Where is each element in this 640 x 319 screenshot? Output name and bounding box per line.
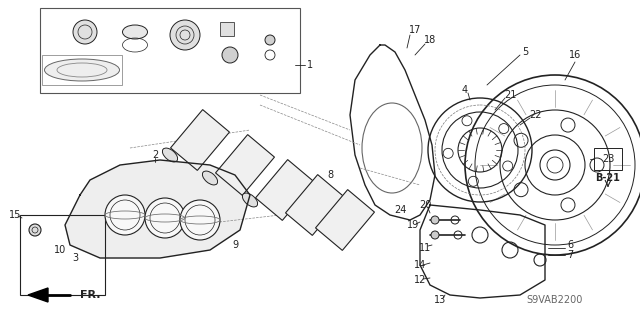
Polygon shape — [28, 288, 48, 302]
Polygon shape — [216, 135, 275, 196]
Circle shape — [170, 20, 200, 50]
Polygon shape — [65, 160, 250, 258]
Bar — [20, 215, 105, 295]
Polygon shape — [255, 160, 314, 220]
Text: 23: 23 — [602, 154, 614, 164]
Circle shape — [180, 200, 220, 240]
Text: 16: 16 — [569, 50, 581, 60]
Circle shape — [105, 195, 145, 235]
Text: S9VAB2200: S9VAB2200 — [527, 295, 583, 305]
Ellipse shape — [243, 193, 258, 207]
Circle shape — [29, 224, 41, 236]
Text: 7: 7 — [567, 250, 573, 260]
Polygon shape — [316, 189, 374, 250]
Text: FR.: FR. — [80, 290, 100, 300]
Ellipse shape — [202, 171, 218, 185]
Circle shape — [145, 198, 185, 238]
Text: 24: 24 — [394, 205, 406, 215]
Text: 9: 9 — [232, 240, 238, 250]
Bar — [220, 22, 234, 36]
Text: B-21: B-21 — [596, 173, 620, 183]
Text: 11: 11 — [419, 243, 431, 253]
Polygon shape — [285, 174, 344, 235]
Text: 22: 22 — [529, 110, 541, 120]
Text: 18: 18 — [424, 35, 436, 45]
Text: 21: 21 — [504, 90, 516, 100]
Bar — [42, 55, 122, 85]
Polygon shape — [170, 110, 230, 170]
Text: 12: 12 — [414, 275, 426, 285]
Ellipse shape — [163, 148, 178, 162]
Circle shape — [431, 216, 439, 224]
Circle shape — [73, 20, 97, 44]
Circle shape — [265, 35, 275, 45]
Text: 14: 14 — [414, 260, 426, 270]
Text: 10: 10 — [54, 245, 66, 255]
Text: 15: 15 — [9, 210, 21, 220]
Circle shape — [431, 231, 439, 239]
Text: 19: 19 — [407, 220, 419, 230]
Text: 2: 2 — [152, 150, 158, 160]
Bar — [594, 148, 622, 170]
Text: 1: 1 — [307, 60, 313, 70]
Bar — [40, 8, 300, 93]
Text: 4: 4 — [462, 85, 468, 95]
Text: 3: 3 — [72, 253, 78, 263]
Ellipse shape — [45, 59, 120, 81]
Text: 13: 13 — [434, 295, 446, 305]
Text: 6: 6 — [567, 240, 573, 250]
Text: 20: 20 — [419, 200, 431, 210]
Circle shape — [222, 47, 238, 63]
Ellipse shape — [122, 25, 147, 39]
Text: 17: 17 — [409, 25, 421, 35]
Text: 8: 8 — [327, 170, 333, 180]
Text: 5: 5 — [522, 47, 528, 57]
